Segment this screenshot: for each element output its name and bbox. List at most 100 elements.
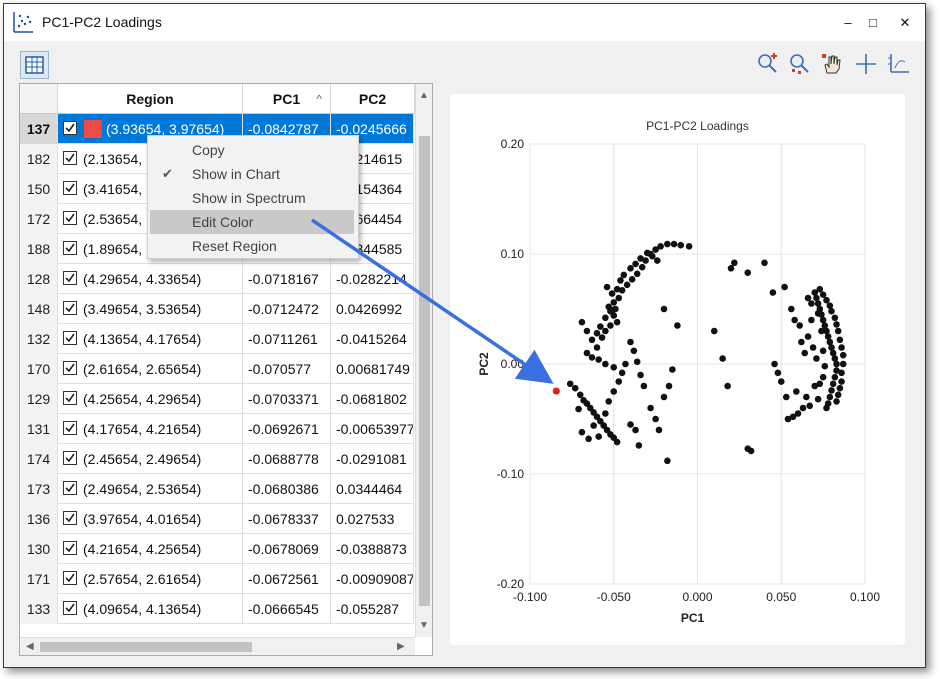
row-id[interactable]: 130 bbox=[20, 534, 58, 564]
row-id[interactable]: 188 bbox=[20, 234, 58, 264]
table-row[interactable]: 132 (4.13654, 4.17654) -0.0711261 -0.041526… bbox=[20, 324, 414, 354]
table-row[interactable]: 130 (4.21654, 4.25654) -0.0678069 -0.038887… bbox=[20, 534, 414, 564]
show-checkbox[interactable] bbox=[63, 601, 77, 615]
table-row[interactable]: 170 (2.61654, 2.65654) -0.070577 0.00681749 bbox=[20, 354, 414, 384]
loadings-scatter-chart[interactable]: -0.100 -0.050 0.000 0.050 0.100 0.20 0.10 0.00 -… bbox=[450, 94, 905, 645]
pc2-cell[interactable]: -0.00909087 bbox=[331, 564, 414, 594]
region-cell[interactable]: (4.13654, 4.17654) bbox=[58, 324, 243, 354]
table-row[interactable]: 133 (4.09654, 4.13654) -0.0666545 -0.055287 bbox=[20, 594, 414, 624]
menu-item-copy[interactable]: Copy bbox=[150, 138, 354, 162]
pc1-cell[interactable]: -0.070577 bbox=[243, 354, 331, 384]
show-checkbox[interactable] bbox=[63, 421, 77, 435]
region-color-swatch[interactable] bbox=[84, 120, 102, 138]
row-id[interactable]: 182 bbox=[20, 144, 58, 174]
table-row[interactable]: 174 (2.45654, 2.49654) -0.0688778 -0.029108… bbox=[20, 444, 414, 474]
pc2-cell[interactable]: 0.027533 bbox=[331, 504, 414, 534]
show-checkbox[interactable] bbox=[63, 481, 77, 495]
region-cell[interactable]: (2.49654, 2.53654) bbox=[58, 474, 243, 504]
zoom-region-icon[interactable] bbox=[788, 52, 812, 76]
region-cell[interactable]: (3.97654, 4.01654) bbox=[58, 504, 243, 534]
row-id[interactable]: 170 bbox=[20, 354, 58, 384]
row-id[interactable]: 131 bbox=[20, 414, 58, 444]
pc1-cell[interactable]: -0.0842787 bbox=[243, 114, 331, 144]
region-cell[interactable]: (3.93654, 3.97654) bbox=[58, 114, 243, 144]
zoom-in-icon[interactable] bbox=[756, 52, 780, 76]
close-button[interactable]: ✕ bbox=[899, 15, 911, 30]
table-row[interactable]: 129 (4.25654, 4.29654) -0.0703371 -0.068180… bbox=[20, 384, 414, 414]
row-id[interactable]: 132 bbox=[20, 324, 58, 354]
menu-item-reset-region[interactable]: Reset Region bbox=[150, 234, 354, 258]
pc2-cell[interactable]: -0.00653977 bbox=[331, 414, 414, 444]
pc2-cell[interactable]: -0.0282214 bbox=[331, 264, 414, 294]
table-row[interactable]: 131 (4.17654, 4.21654) -0.0692671 -0.006539… bbox=[20, 414, 414, 444]
show-checkbox[interactable] bbox=[63, 241, 77, 255]
row-id[interactable]: 174 bbox=[20, 444, 58, 474]
row-id[interactable]: 128 bbox=[20, 264, 58, 294]
show-checkbox[interactable] bbox=[63, 301, 77, 315]
show-checkbox[interactable] bbox=[63, 361, 77, 375]
row-id[interactable]: 133 bbox=[20, 594, 58, 624]
table-row[interactable]: 171 (2.57654, 2.61654) -0.0672561 -0.009090… bbox=[20, 564, 414, 594]
table-row[interactable]: 137 (3.93654, 3.97654) -0.0842787 -0.024566… bbox=[20, 114, 414, 144]
show-checkbox[interactable] bbox=[63, 271, 77, 285]
show-checkbox[interactable] bbox=[63, 121, 77, 135]
pc2-cell[interactable]: -0.0291081 bbox=[331, 444, 414, 474]
axis-icon[interactable] bbox=[887, 52, 911, 76]
row-id[interactable]: 172 bbox=[20, 204, 58, 234]
pc2-cell[interactable]: -0.0415264 bbox=[331, 324, 414, 354]
show-checkbox[interactable] bbox=[63, 211, 77, 225]
scroll-up-icon[interactable]: ▲ bbox=[419, 90, 429, 101]
row-id[interactable]: 171 bbox=[20, 564, 58, 594]
pc1-cell[interactable]: -0.0666545 bbox=[243, 594, 331, 624]
table-row[interactable]: 173 (2.49654, 2.53654) -0.0680386 0.0344464 bbox=[20, 474, 414, 504]
pc1-cell[interactable]: -0.0711261 bbox=[243, 324, 331, 354]
pc1-cell[interactable]: -0.0678337 bbox=[243, 504, 331, 534]
title-bar[interactable]: PC1-PC2 Loadings – □ ✕ bbox=[4, 4, 925, 41]
table-view-button[interactable] bbox=[20, 51, 49, 79]
column-header-pc2[interactable]: PC2 bbox=[331, 84, 415, 114]
pc2-cell[interactable]: 0.00681749 bbox=[331, 354, 414, 384]
row-id[interactable]: 129 bbox=[20, 384, 58, 414]
show-checkbox[interactable] bbox=[63, 451, 77, 465]
menu-item-show-in-spectrum[interactable]: Show in Spectrum bbox=[150, 186, 354, 210]
region-cell[interactable]: (2.57654, 2.61654) bbox=[58, 564, 243, 594]
show-checkbox[interactable] bbox=[63, 571, 77, 585]
scroll-right-icon[interactable]: ▶ bbox=[397, 641, 405, 652]
region-cell[interactable]: (4.29654, 4.33654) bbox=[58, 264, 243, 294]
pc2-cell[interactable]: -0.0245666 bbox=[331, 114, 414, 144]
region-cell[interactable]: (4.21654, 4.25654) bbox=[58, 534, 243, 564]
row-id[interactable]: 137 bbox=[20, 114, 58, 144]
region-cell[interactable]: (2.45654, 2.49654) bbox=[58, 444, 243, 474]
minimize-button[interactable]: – bbox=[844, 15, 852, 30]
scroll-down-icon[interactable]: ▼ bbox=[419, 620, 429, 631]
column-header-region[interactable]: Region bbox=[58, 84, 243, 114]
show-checkbox[interactable] bbox=[63, 541, 77, 555]
show-checkbox[interactable] bbox=[63, 181, 77, 195]
horizontal-scroll-thumb[interactable] bbox=[40, 642, 252, 652]
menu-item-edit-color[interactable]: Edit Color bbox=[150, 210, 354, 234]
pc1-cell[interactable]: -0.0703371 bbox=[243, 384, 331, 414]
region-cell[interactable]: (3.49654, 3.53654) bbox=[58, 294, 243, 324]
pc1-cell[interactable]: -0.0672561 bbox=[243, 564, 331, 594]
pc2-cell[interactable]: -0.0681802 bbox=[331, 384, 414, 414]
chart-panel[interactable]: -0.100 -0.050 0.000 0.050 0.100 0.20 0.10 0.00 -… bbox=[450, 94, 905, 645]
region-cell[interactable]: (2.61654, 2.65654) bbox=[58, 354, 243, 384]
pc2-cell[interactable]: 0.0344464 bbox=[331, 474, 414, 504]
table-row[interactable]: 148 (3.49654, 3.53654) -0.0712472 0.0426992 bbox=[20, 294, 414, 324]
show-checkbox[interactable] bbox=[63, 391, 77, 405]
table-row[interactable]: 136 (3.97654, 4.01654) -0.0678337 0.027533 bbox=[20, 504, 414, 534]
pc1-cell[interactable]: -0.0678069 bbox=[243, 534, 331, 564]
show-checkbox[interactable] bbox=[63, 151, 77, 165]
row-id[interactable]: 173 bbox=[20, 474, 58, 504]
menu-item-show-in-chart[interactable]: ✔ Show in Chart bbox=[150, 162, 354, 186]
maximize-button[interactable]: □ bbox=[869, 15, 877, 30]
pc1-cell[interactable]: -0.0718167 bbox=[243, 264, 331, 294]
row-id[interactable]: 148 bbox=[20, 294, 58, 324]
horizontal-scrollbar[interactable]: ◀ ▶ bbox=[20, 637, 415, 655]
column-header-pc1[interactable]: PC1 ^ bbox=[243, 84, 331, 114]
vertical-scrollbar[interactable]: ▲ ▼ bbox=[415, 84, 432, 637]
pan-hand-icon[interactable] bbox=[820, 52, 844, 76]
region-cell[interactable]: (4.09654, 4.13654) bbox=[58, 594, 243, 624]
vertical-scroll-thumb[interactable] bbox=[419, 136, 430, 606]
pc1-cell[interactable]: -0.0688778 bbox=[243, 444, 331, 474]
